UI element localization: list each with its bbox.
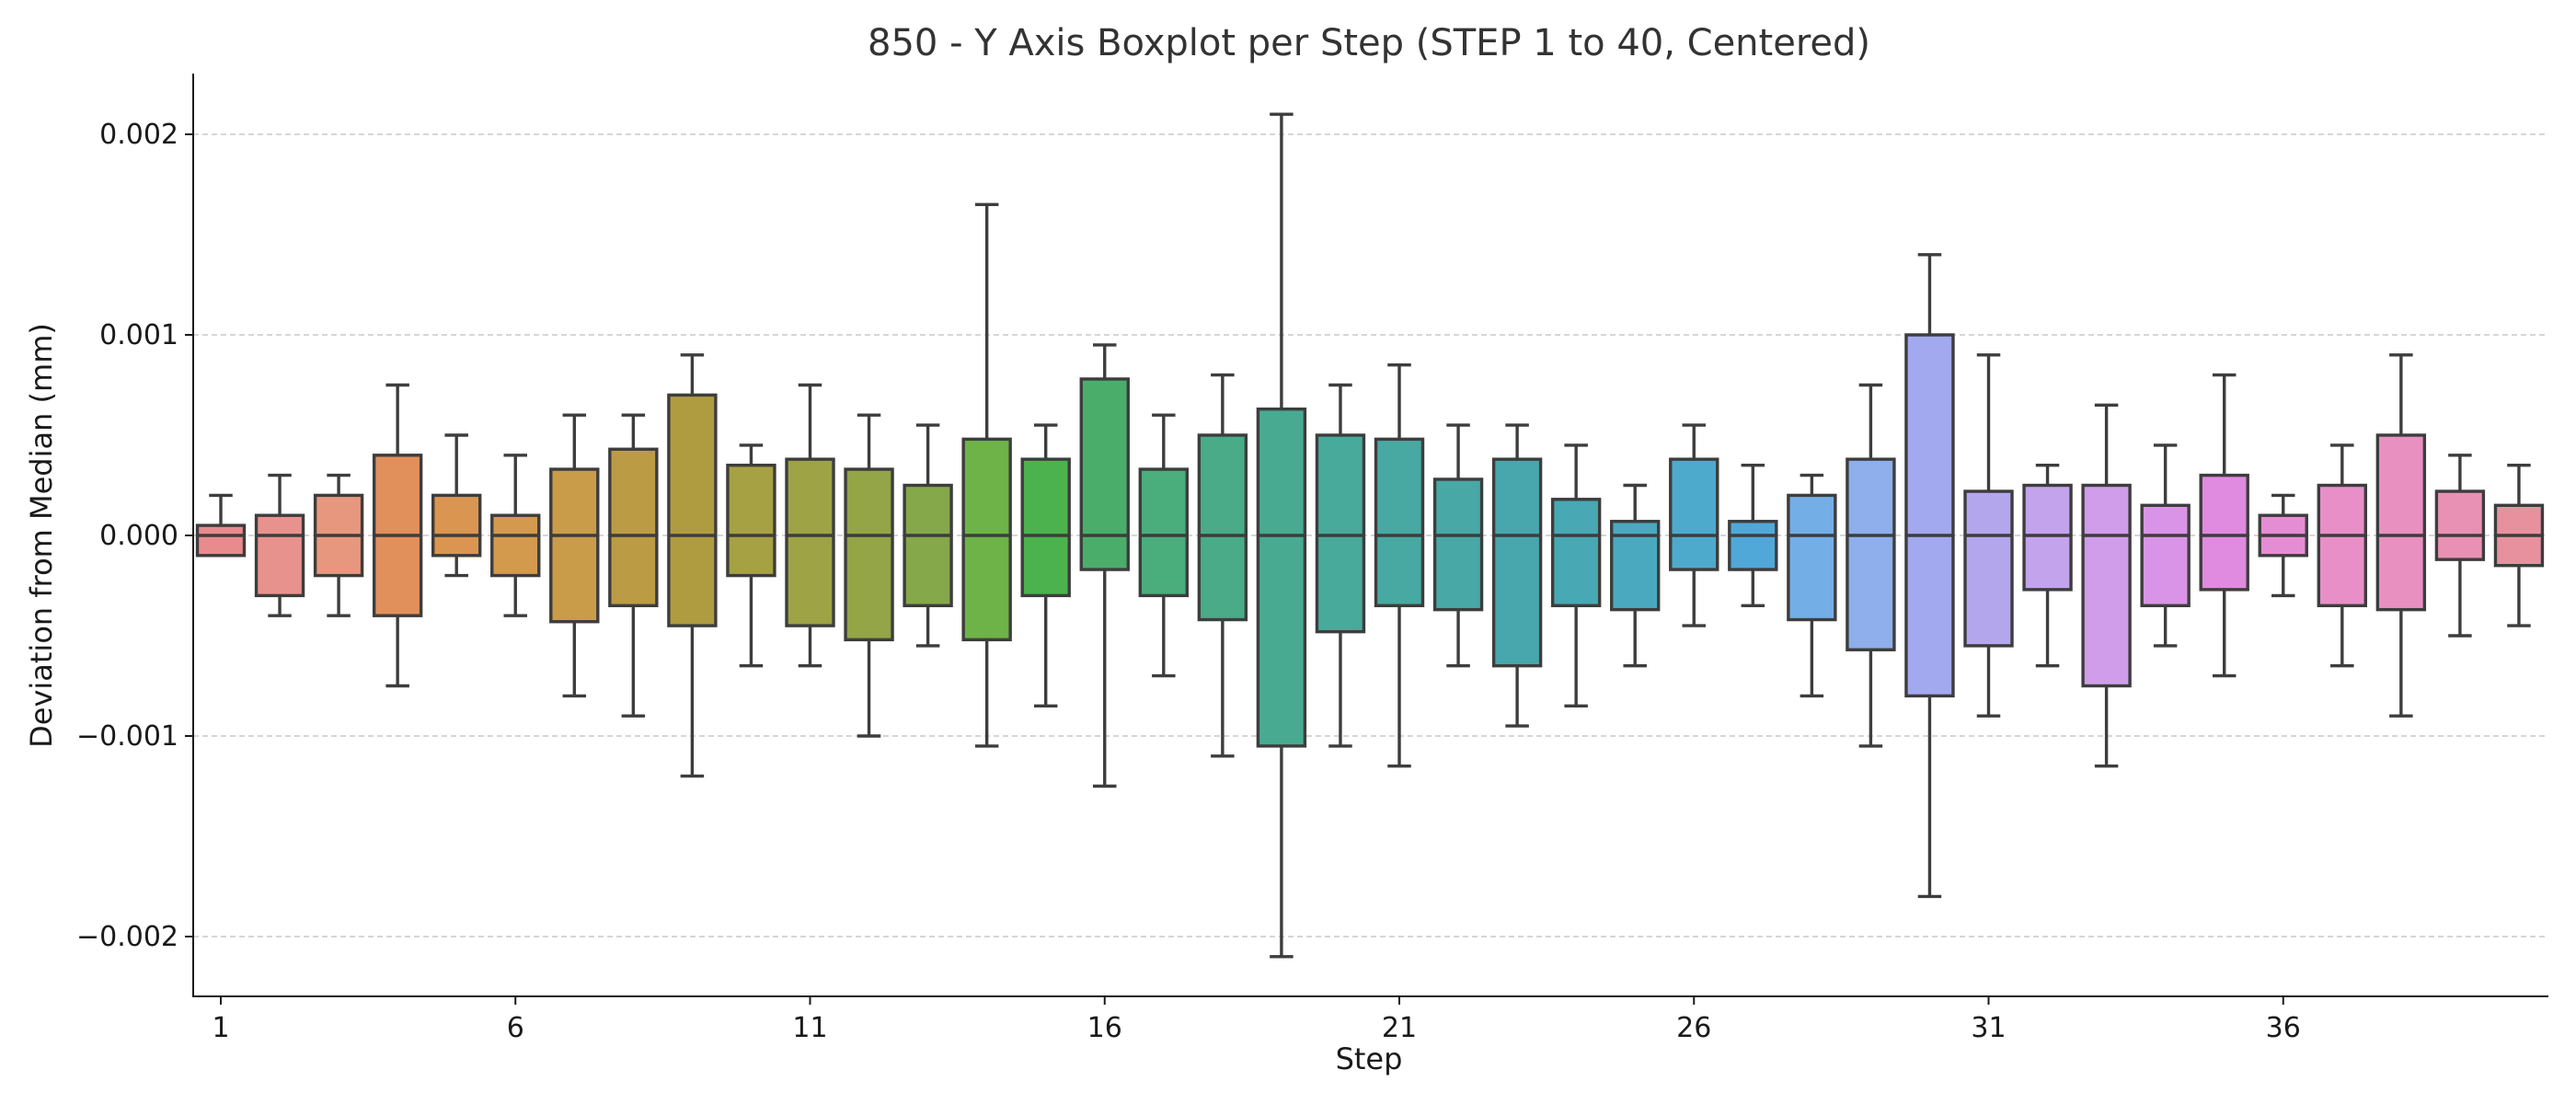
box-step-2 — [254, 473, 305, 617]
box-step-29 — [1846, 383, 1896, 748]
x-tick-label: 6 — [507, 1012, 524, 1044]
iqr-box — [1846, 457, 1896, 651]
box-step-40 — [2493, 464, 2545, 627]
iqr-box — [785, 457, 835, 627]
box-step-10 — [726, 443, 776, 668]
iqr-box — [667, 393, 718, 627]
box-step-26 — [1669, 423, 1719, 627]
iqr-box — [2199, 473, 2249, 592]
iqr-box — [195, 523, 247, 558]
iqr-box — [961, 437, 1012, 642]
x-tick-label: 21 — [1382, 1012, 1417, 1044]
box-step-14 — [961, 202, 1012, 748]
iqr-box — [1256, 407, 1307, 748]
iqr-box — [1550, 498, 1602, 608]
iqr-box — [2081, 483, 2132, 688]
iqr-box — [1315, 433, 1366, 634]
box-step-38 — [2375, 353, 2427, 718]
iqr-box — [608, 447, 659, 608]
iqr-box — [1079, 377, 1130, 571]
box-step-9 — [667, 353, 718, 778]
iqr-box — [2317, 483, 2368, 608]
chart-title: 850 - Y Axis Boxplot per Step (STEP 1 to… — [868, 22, 1870, 64]
box-step-33 — [2081, 403, 2132, 768]
box-step-16 — [1079, 343, 1130, 788]
box-series — [195, 112, 2545, 959]
box-step-36 — [2258, 493, 2308, 598]
iqr-box — [2375, 433, 2427, 612]
x-tick-label: 26 — [1676, 1012, 1711, 1044]
box-step-6 — [490, 454, 541, 617]
box-step-13 — [903, 423, 953, 648]
y-tick-label: 0.002 — [99, 119, 178, 151]
box-step-19 — [1256, 112, 1307, 959]
axis-spines — [192, 74, 2548, 997]
box-step-22 — [1432, 423, 1484, 668]
box-step-39 — [2434, 454, 2486, 638]
box-step-3 — [313, 473, 364, 617]
iqr-box — [2022, 483, 2073, 592]
box-step-27 — [1728, 464, 1778, 607]
box-step-37 — [2317, 443, 2368, 668]
box-step-8 — [608, 413, 659, 718]
box-step-30 — [1904, 253, 1955, 899]
box-step-23 — [1491, 423, 1543, 728]
iqr-box — [1787, 493, 1837, 622]
box-step-4 — [372, 383, 423, 688]
y-tick-label: 0.001 — [99, 319, 178, 351]
iqr-box — [1904, 333, 1955, 698]
box-step-21 — [1374, 363, 1425, 768]
box-step-25 — [1609, 483, 1661, 668]
iqr-box — [431, 493, 482, 558]
iqr-box — [726, 464, 776, 578]
iqr-box — [1138, 467, 1190, 598]
iqr-box — [2140, 503, 2191, 607]
iqr-box — [1197, 433, 1248, 622]
iqr-box — [549, 467, 600, 624]
box-step-11 — [785, 383, 835, 668]
x-tick-label: 31 — [1971, 1012, 2006, 1044]
iqr-box — [1374, 437, 1425, 607]
iqr-box — [1669, 457, 1719, 571]
y-axis-label: Deviation from Median (mm) — [24, 323, 59, 748]
x-axis-label: Step — [1336, 1041, 1403, 1076]
iqr-box — [254, 513, 305, 598]
iqr-box — [2434, 489, 2486, 561]
iqr-box — [490, 513, 541, 578]
box-step-20 — [1315, 383, 1366, 748]
box-step-15 — [1020, 423, 1071, 707]
box-step-32 — [2022, 464, 2073, 668]
y-tick-label: 0.000 — [99, 520, 178, 552]
iqr-box — [1432, 477, 1484, 612]
grid-lines — [193, 133, 2548, 937]
iqr-box — [1963, 489, 2014, 648]
iqr-box — [903, 483, 953, 608]
box-step-18 — [1197, 373, 1248, 758]
x-ticks: 1 6 11 16 21 26 31 36 — [212, 996, 2301, 1044]
iqr-box — [1020, 457, 1071, 598]
box-step-35 — [2199, 373, 2249, 678]
box-step-28 — [1787, 473, 1837, 698]
x-tick-label: 1 — [212, 1012, 229, 1044]
box-step-34 — [2140, 443, 2191, 648]
box-step-1 — [195, 493, 247, 558]
x-tick-label: 11 — [792, 1012, 827, 1044]
iqr-box — [1728, 520, 1778, 571]
box-step-17 — [1138, 413, 1190, 678]
iqr-box — [844, 467, 894, 642]
axes — [192, 74, 2548, 997]
box-step-5 — [431, 433, 482, 578]
y-tick-label: −0.002 — [76, 921, 178, 953]
box-step-31 — [1963, 353, 2014, 718]
iqr-box — [1491, 457, 1543, 668]
box-step-12 — [844, 413, 894, 738]
y-tick-label: −0.001 — [76, 720, 178, 753]
box-step-24 — [1550, 443, 1602, 707]
x-tick-label: 36 — [2266, 1012, 2301, 1044]
box-step-7 — [549, 413, 600, 698]
x-tick-label: 16 — [1087, 1012, 1122, 1044]
y-ticks: 0.002 0.001 0.000 −0.001 −0.002 — [76, 119, 193, 953]
